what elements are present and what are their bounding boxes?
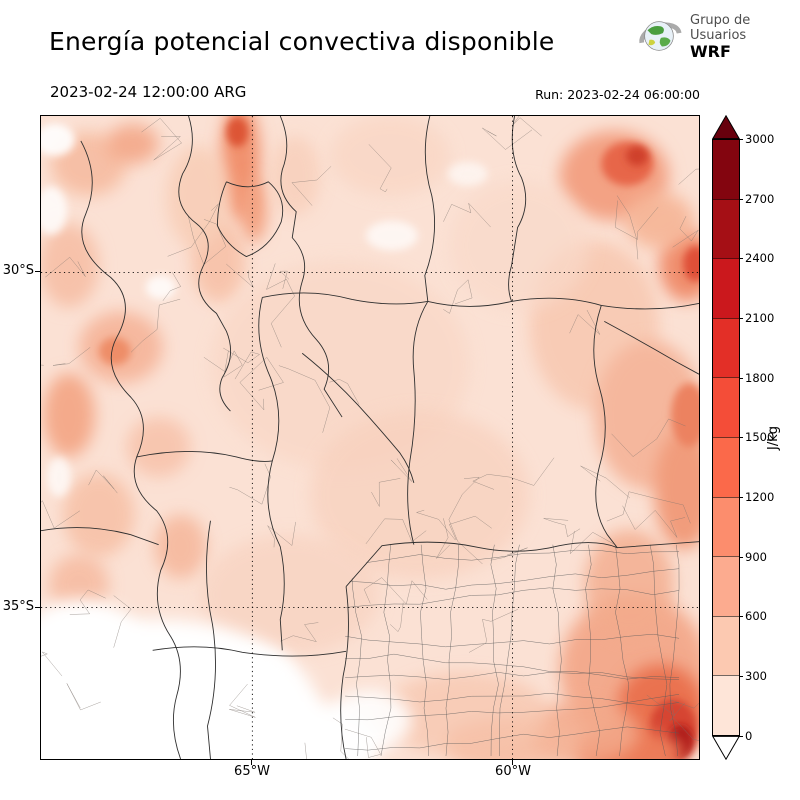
cape-map <box>41 116 699 759</box>
colorbar-segment <box>713 496 739 557</box>
logo-line-1: Grupo de <box>690 13 751 28</box>
colorbar-unit-wrap: J/kg <box>766 115 781 760</box>
ytick-mark-35s <box>35 607 40 609</box>
colorbar-segment <box>713 377 739 437</box>
colorbar-tick-0: 0 <box>738 729 753 743</box>
colorbar-segment <box>713 317 739 378</box>
colorbar-unit-label: J/kg <box>766 425 781 450</box>
logo-text: Grupo de Usuarios WRF <box>690 13 751 61</box>
colorbar-tick-3000: 3000 <box>738 132 775 146</box>
colorbar: 3000 2700 2400 2100 1800 1500 1200 900 6… <box>712 115 774 760</box>
xtick-mark-60w <box>512 760 514 765</box>
colorbar-tick-900: 900 <box>739 550 767 564</box>
colorbar-segment <box>713 198 739 259</box>
colorbar-segment <box>713 140 739 199</box>
globe-icon <box>639 21 682 51</box>
wrf-logo: Grupo de Usuarios WRF <box>636 13 751 61</box>
logo-line-2: Usuarios <box>690 28 747 43</box>
page-title: Energía potencial convectiva disponible <box>49 27 555 56</box>
cape-shading <box>41 116 699 759</box>
colorbar-tick-1200: 1200 <box>738 490 775 504</box>
colorbar-tick-2400: 2400 <box>738 251 775 265</box>
colorbar-tick-1800: 1800 <box>738 371 775 385</box>
lon-tick-label-65w: 65°W <box>234 764 270 779</box>
colorbar-over-arrow <box>712 115 740 139</box>
lat-tick-label-30s: 30°S <box>2 263 34 278</box>
colorbar-segment <box>713 258 739 318</box>
lat-lon-gridlines <box>41 116 699 759</box>
logo-line-wrf: WRF <box>690 42 731 61</box>
map-canvas <box>40 115 700 760</box>
colorbar-segment <box>713 556 739 616</box>
colorbar-tick-2700: 2700 <box>738 192 775 206</box>
colorbar-segment <box>713 436 739 497</box>
valid-time-label: 2023-02-24 12:00:00 ARG <box>50 83 247 101</box>
run-time-label: Run: 2023-02-24 06:00:00 <box>535 87 700 102</box>
colorbar-tick-300: 300 <box>739 669 767 683</box>
department-boundaries-dense <box>345 544 680 757</box>
lon-tick-label-60w: 60°W <box>495 764 531 779</box>
colorbar-under-arrow <box>712 736 740 760</box>
xtick-mark-65w <box>251 760 253 765</box>
colorbar-tick-1500: 1500 <box>738 430 775 444</box>
colorbar-segment <box>713 675 739 735</box>
colorbar-segment <box>713 615 739 676</box>
department-boundaries-sparse <box>41 116 699 759</box>
colorbar-segments <box>712 139 740 736</box>
ytick-mark-30s <box>35 271 40 273</box>
colorbar-tick-600: 600 <box>739 609 767 623</box>
colorbar-tick-2100: 2100 <box>738 311 775 325</box>
lat-tick-label-35s: 35°S <box>2 599 34 614</box>
province-borders <box>41 116 699 759</box>
